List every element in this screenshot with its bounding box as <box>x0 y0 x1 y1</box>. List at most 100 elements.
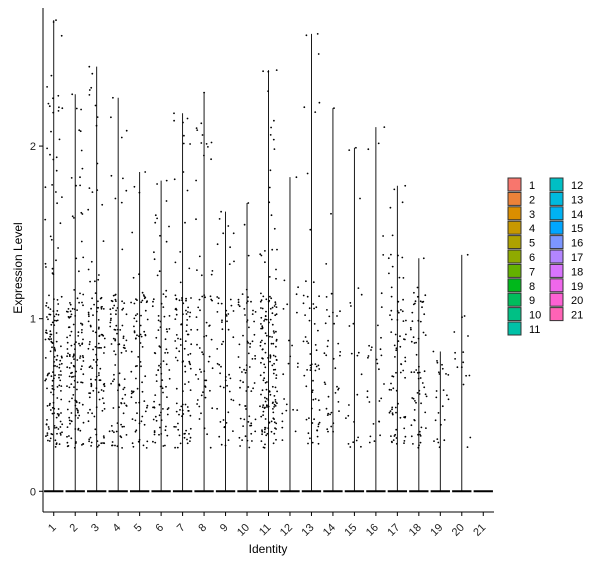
data-point <box>405 319 407 322</box>
x-tick-label-1: 1 <box>46 522 59 535</box>
data-point <box>98 444 100 447</box>
data-point <box>115 300 117 302</box>
data-point <box>144 334 147 337</box>
data-point <box>250 432 253 435</box>
data-point <box>467 335 469 337</box>
data-point <box>98 274 100 276</box>
data-point <box>183 347 186 350</box>
data-point <box>275 330 277 333</box>
data-point <box>409 327 412 329</box>
data-point <box>161 387 164 390</box>
data-point <box>441 405 444 408</box>
data-point <box>49 402 51 405</box>
x-tick-label-3: 3 <box>89 522 102 535</box>
legend-entry-14: 14 <box>549 206 583 221</box>
data-point <box>327 412 330 415</box>
data-point <box>315 349 318 352</box>
legend-swatch <box>507 206 522 221</box>
data-point <box>250 422 253 425</box>
data-point <box>446 394 448 397</box>
data-point <box>118 372 121 375</box>
x-tick-label-18: 18 <box>407 522 424 539</box>
data-point <box>220 210 223 213</box>
data-point <box>204 396 207 399</box>
data-point <box>273 362 275 365</box>
data-point <box>87 208 90 211</box>
data-point <box>273 403 276 406</box>
data-point <box>357 436 359 439</box>
data-point <box>237 298 240 301</box>
data-point <box>74 375 76 378</box>
data-point <box>270 430 273 433</box>
data-point <box>196 343 198 346</box>
data-point <box>100 442 103 445</box>
data-point <box>135 377 137 380</box>
data-point <box>90 378 92 381</box>
legend-swatch <box>507 278 522 293</box>
data-point <box>269 134 272 136</box>
data-point <box>160 302 163 305</box>
data-point <box>260 292 262 295</box>
data-point <box>70 344 73 347</box>
data-point <box>156 183 159 185</box>
points-10 <box>237 202 257 449</box>
data-point <box>422 257 425 260</box>
data-point <box>334 367 337 370</box>
y-tick-label-2: 2 <box>30 141 36 153</box>
data-point <box>397 300 400 303</box>
data-point <box>268 390 271 393</box>
data-point <box>155 380 158 382</box>
data-point <box>401 201 404 204</box>
data-point <box>61 423 64 426</box>
data-point <box>260 327 262 330</box>
data-point <box>162 306 165 308</box>
data-point <box>222 419 225 421</box>
data-point <box>395 437 398 439</box>
data-point <box>270 214 273 217</box>
data-point <box>318 101 321 104</box>
data-point <box>80 368 82 371</box>
data-point <box>168 315 171 317</box>
data-point <box>112 294 115 297</box>
data-point <box>100 389 103 391</box>
violin-group-3 <box>87 65 107 493</box>
data-point <box>199 368 201 371</box>
data-point <box>182 171 185 173</box>
data-point <box>247 421 250 423</box>
data-point <box>313 323 316 325</box>
data-point <box>200 274 203 277</box>
legend-swatch <box>507 263 522 278</box>
data-point <box>113 350 115 352</box>
data-point <box>114 197 117 200</box>
legend-entry-3: 3 <box>507 206 535 221</box>
data-point <box>50 338 53 340</box>
data-point <box>141 291 144 294</box>
data-point <box>73 358 75 360</box>
data-point <box>182 142 185 145</box>
data-point <box>164 352 167 354</box>
data-point <box>333 322 335 325</box>
data-point <box>160 363 162 365</box>
points-17 <box>387 184 407 445</box>
data-point <box>413 419 416 422</box>
data-point <box>53 425 56 427</box>
data-point <box>189 367 192 370</box>
data-point <box>133 330 136 333</box>
data-point <box>417 433 419 436</box>
data-point <box>52 365 55 367</box>
data-point <box>124 347 126 350</box>
data-point <box>263 363 266 366</box>
data-point <box>133 331 136 334</box>
data-point <box>232 232 235 235</box>
data-point <box>121 300 123 303</box>
data-point <box>189 427 192 430</box>
data-point <box>269 393 272 396</box>
data-point <box>246 439 249 442</box>
violin-group-19 <box>430 350 450 493</box>
data-point <box>53 407 56 410</box>
data-point <box>225 309 228 312</box>
data-point <box>249 424 252 427</box>
data-point <box>224 376 227 378</box>
data-point <box>288 339 290 342</box>
data-point <box>186 324 188 326</box>
